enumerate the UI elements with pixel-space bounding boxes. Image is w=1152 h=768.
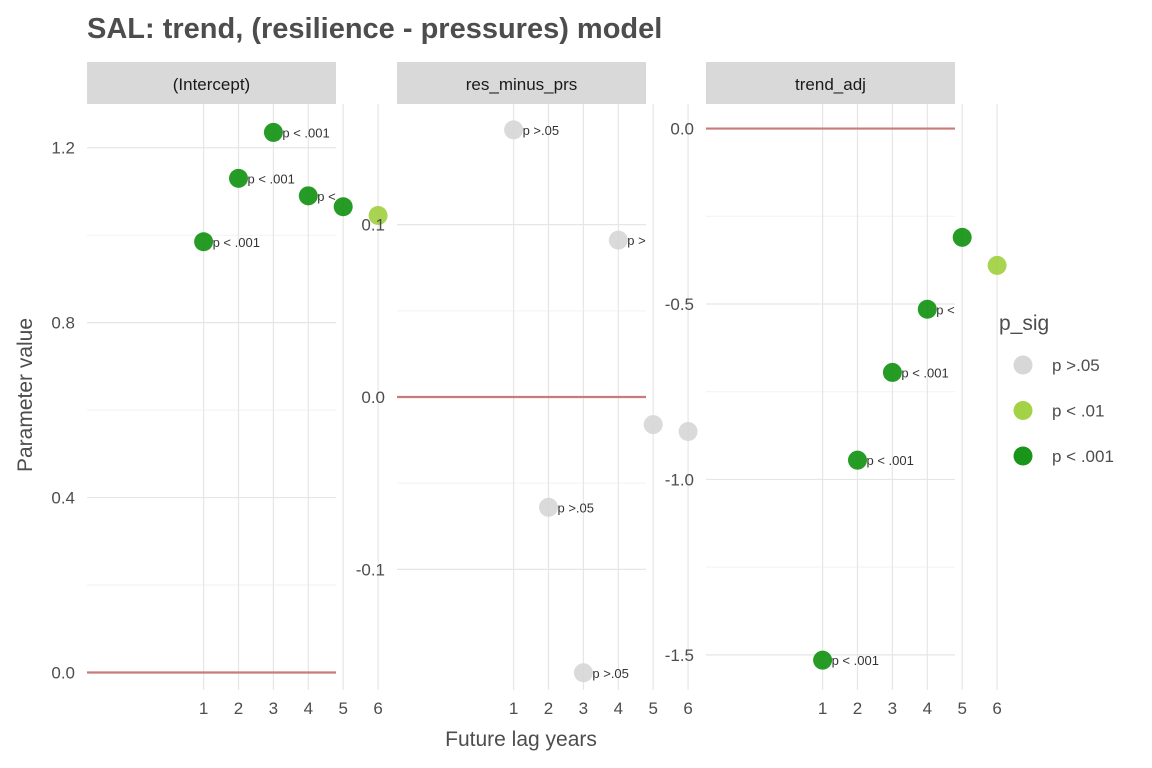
x-tick-label: 5: [957, 699, 966, 718]
legend-key: [1013, 446, 1033, 466]
point-label: p >.05: [627, 233, 664, 248]
legend-label: p < .01: [1052, 402, 1104, 421]
point-label: p < .001: [317, 189, 364, 204]
legend-label: p < .001: [1052, 447, 1114, 466]
x-axis-title: Future lag years: [445, 728, 597, 751]
data-point: [848, 450, 867, 470]
facet-strip-label: res_minus_prs: [466, 75, 578, 94]
x-tick-label: 1: [199, 699, 208, 718]
point-label: p < .01: [387, 209, 427, 224]
data-point: [368, 206, 388, 226]
y-tick-label: 0.4: [51, 489, 75, 508]
x-tick-label: 5: [338, 699, 347, 718]
panels: (Intercept) 0.0 0.4 0.8 1.2 1 2 3 4 5 6 p < .001 p <…: [51, 62, 1046, 718]
data-point: [917, 299, 937, 319]
point-label: p >.05: [697, 424, 734, 439]
x-tick-label: 2: [853, 699, 862, 718]
data-point: [882, 362, 902, 382]
data-point: [539, 497, 558, 517]
point-label: p < .001: [867, 453, 914, 468]
data-point: [333, 197, 353, 217]
y-tick-label: -0.5: [665, 295, 694, 314]
facet-panel: (Intercept) 0.0 0.4 0.8 1.2 1 2 3 4 5 6 p < .001 p <…: [51, 62, 427, 718]
x-tick-label: 6: [373, 699, 382, 718]
y-tick-label: 0.8: [51, 314, 75, 333]
facet-panel: res_minus_prs -0.1 0.0 0.1 1 2 3 4 5 6 p >.05 p >.0…: [356, 62, 734, 718]
point-label: p >.05: [558, 500, 595, 515]
legend-label: p >.05: [1052, 356, 1100, 375]
x-tick-label: 4: [304, 699, 313, 718]
legend: p_sig p >.05 p < .01 p < .001: [999, 312, 1114, 466]
x-tick-label: 3: [269, 699, 278, 718]
y-axis-title: Parameter value: [14, 318, 37, 472]
x-tick-label: 4: [923, 699, 932, 718]
y-tick-label: 1.2: [51, 139, 75, 158]
x-tick-label: 4: [614, 699, 623, 718]
facet-panel: trend_adj -1.5 -1.0 -0.5 0.0 1 2 3 4 5 6 p < .001 p …: [665, 62, 1046, 718]
point-label: p < .001: [936, 302, 983, 317]
data-point: [678, 421, 698, 441]
x-tick-label: 3: [579, 699, 588, 718]
y-tick-label: 0.1: [361, 216, 385, 235]
data-point: [504, 120, 524, 140]
y-tick-label: -0.1: [356, 560, 385, 579]
x-tick-label: 3: [888, 699, 897, 718]
x-tick-label: 6: [992, 699, 1001, 718]
x-tick-label: 2: [234, 699, 243, 718]
data-point: [573, 663, 593, 683]
data-point: [987, 255, 1007, 275]
data-point: [263, 122, 283, 142]
x-tick-label: 5: [648, 699, 657, 718]
y-tick-label: 0.0: [670, 120, 694, 139]
point-label: p < .01: [1006, 258, 1046, 273]
data-point: [608, 230, 628, 250]
facet-strip: [87, 62, 336, 104]
x-tick-label: 1: [818, 699, 827, 718]
y-tick-label: 0.0: [361, 388, 385, 407]
point-label: p < .001: [971, 230, 1018, 245]
point-label: p >.05: [523, 123, 560, 138]
legend-key: [1013, 355, 1033, 375]
data-point: [643, 415, 663, 435]
facet-strip-label: (Intercept): [173, 75, 250, 94]
data-point: [952, 227, 972, 247]
x-tick-label: 2: [544, 699, 553, 718]
x-tick-label: 1: [509, 699, 518, 718]
data-point: [298, 186, 318, 206]
y-tick-label: 0.0: [51, 664, 75, 683]
point-label: p >.05: [592, 666, 629, 681]
facet-strip-label: trend_adj: [795, 75, 866, 94]
point-label: p < .001: [901, 365, 948, 380]
point-label: p < .001: [213, 235, 260, 250]
legend-key: [1013, 401, 1033, 420]
point-label: p < .001: [832, 653, 879, 668]
data-point: [194, 232, 214, 252]
x-tick-label: 6: [683, 699, 692, 718]
facet-strip: [706, 62, 955, 104]
data-point: [813, 650, 833, 670]
facet-strip: [397, 62, 646, 104]
point-label: p < .001: [248, 171, 295, 186]
y-tick-label: -1.0: [665, 470, 694, 489]
legend-title: p_sig: [999, 312, 1049, 335]
chart-title: SAL: trend, (resilience - pressures) mod…: [87, 13, 662, 45]
y-tick-label: -1.5: [665, 646, 694, 665]
point-label: p < .001: [282, 125, 329, 140]
data-point: [229, 168, 248, 188]
